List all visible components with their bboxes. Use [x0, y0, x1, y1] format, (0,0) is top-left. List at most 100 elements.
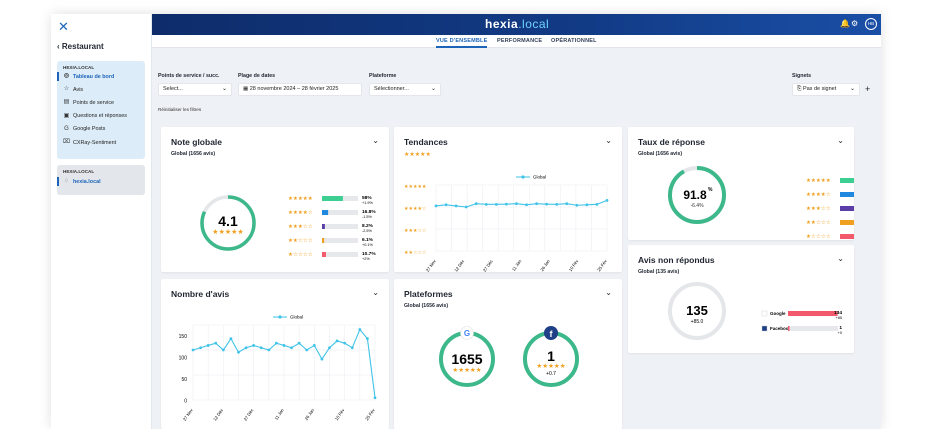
data-point [434, 204, 438, 208]
data-point [191, 348, 195, 352]
row-bar-fill [322, 196, 343, 201]
row-bar-track [322, 224, 358, 229]
tab-overview[interactable]: VUE D'ENSEMBLE [436, 38, 488, 48]
response-rate-card: Taux de réponse Global (1656 avis) ⌄ 91.… [628, 127, 854, 240]
data-point [605, 199, 609, 202]
logo-sub: .local [518, 17, 550, 31]
row-bar-fill [322, 252, 326, 257]
top-bar: hexia.local 🔔 ⚙ HB [152, 14, 881, 35]
sidebar-item-avis[interactable]: ☆ Avis [57, 83, 145, 96]
x-tick-label: 27 Nov [425, 258, 437, 272]
chevron-down-icon: ⌄ [430, 86, 436, 92]
row-bar-fill [322, 238, 325, 243]
row-bar-fill [322, 224, 325, 229]
sidebar-group: HEXIA.LOCAL ◎ Tableau de bord ☆ Avis ▤ Points… [57, 61, 145, 159]
row-bar-track [322, 252, 358, 257]
card-subtitle: Global (135 avis) [638, 269, 680, 275]
pos-select[interactable]: Select... ⌄ [158, 83, 232, 96]
row-pct: 58% [362, 195, 372, 201]
reviews-icon: ◌ [64, 178, 69, 185]
avatar[interactable]: HB [865, 18, 877, 30]
row-bar-track [788, 326, 838, 331]
dashboard-icon: ◎ [63, 73, 70, 80]
chevron-down-icon[interactable]: ⌄ [605, 288, 612, 297]
date-label: Plage de dates [238, 73, 276, 79]
add-bookmark-button[interactable]: + [865, 84, 871, 94]
x-tick-label: 27 Déc [243, 407, 255, 422]
y-tick-label: ★★★★☆ [404, 206, 427, 212]
tab-operational[interactable]: OPÉRATIONNEL [551, 38, 597, 44]
tab-performance[interactable]: PERFORMANCE [497, 38, 543, 44]
platforms-graphic: G 1655 ★★★★★ f 1 ★★★★★ +0.7 [439, 326, 579, 387]
data-point [214, 341, 218, 345]
y-tick-label: ★★★☆☆ [404, 228, 427, 234]
sidebar-item-questions-et-r-ponses[interactable]: ▣ Questions et réponses [57, 110, 145, 123]
legend-label: Global [533, 175, 546, 180]
sidebar-item-tableau-de-bord[interactable]: ◎ Tableau de bord [57, 70, 145, 83]
row-bar-fill [840, 192, 854, 197]
unanswered-graphic: 135 +85.0 Google 134+85 Facebook 1+0 [668, 282, 842, 340]
row-stars: ★★★☆☆ [288, 223, 313, 230]
card-subtitle: Global (1656 avis) [404, 303, 449, 309]
star-icon: ☆ [63, 86, 70, 93]
data-point [350, 346, 354, 350]
data-point [366, 337, 369, 341]
data-point [206, 344, 210, 347]
chevron-down-icon[interactable]: ⌄ [605, 136, 612, 145]
legend-label: Global [290, 315, 303, 320]
row-pct: 8.2% [362, 223, 374, 229]
gear-icon[interactable]: ⚙ [851, 19, 859, 28]
row-delta: -2.5% [362, 229, 373, 233]
google-icon [761, 310, 768, 317]
y-tick-label: 50 [181, 377, 187, 383]
x-tick-label: 25 Fév [596, 258, 608, 272]
data-point [282, 344, 286, 347]
data-point [555, 202, 559, 206]
platform-select[interactable]: Sélectionner... ⌄ [369, 83, 441, 96]
store-icon: ▤ [63, 99, 70, 106]
google-icon: G [64, 125, 69, 132]
x-tick-label: 11 Jan [511, 258, 523, 272]
note-graphic: 4.1 ★★★★★ ★★★★★ 58%+1.9% ★★★★☆ 16.8%-1.5% ★★… [200, 195, 376, 261]
reset-filters-link[interactable]: Réinitialiser les filtres [158, 107, 202, 112]
back-restaurant[interactable]: ‹ Restaurant [57, 42, 104, 51]
bell-icon[interactable]: 🔔 [840, 19, 850, 28]
bookmark-select[interactable]: ⎘ Pas de signet ⌄ [792, 83, 860, 96]
facebook-glyph: f [550, 329, 554, 339]
platform-label: Plateforme [369, 73, 397, 79]
platform-value: Sélectionner... [374, 86, 409, 92]
close-icon[interactable]: ✕ [58, 19, 69, 34]
sidebar-item-points-de-service[interactable]: ▤ Points de service [57, 96, 145, 109]
chevron-down-icon[interactable]: ⌄ [372, 136, 379, 145]
row-bar-track [322, 238, 358, 243]
date-picker[interactable]: ▦ 28 novembre 2024 – 28 février 2025 [238, 83, 362, 96]
data-point [199, 346, 202, 350]
facebook-icon [761, 325, 768, 332]
chevron-down-icon[interactable]: ⌄ [837, 136, 844, 145]
sidebar-item-cxray-sentiment[interactable]: ⌧ CXRay-Sentiment [57, 136, 145, 149]
y-tick-label: 100 [179, 356, 188, 362]
row-value: 1 [839, 325, 842, 331]
row-delta: +85 [836, 316, 842, 320]
y-tick-label: 150 [179, 334, 188, 340]
sidebar-item-hexia[interactable]: ◌ hexia.local [57, 175, 145, 188]
chevron-down-icon[interactable]: ⌄ [372, 288, 379, 297]
sidebar-item-label: Points de service [73, 99, 115, 106]
row-stars: ★★★☆☆ [806, 205, 831, 212]
chevron-down-icon[interactable]: ⌄ [837, 254, 844, 263]
data-point [464, 205, 468, 209]
gauge-arc [668, 166, 726, 224]
data-point [290, 346, 293, 350]
data-point [343, 341, 347, 345]
data-point [328, 346, 331, 350]
facebook-delta: +0.7 [546, 371, 556, 377]
card-subtitle: Global (1656 avis) [171, 151, 216, 157]
sidebar-item-google-posts[interactable]: G Google Posts [57, 123, 145, 136]
x-tick-label: 10 Fév [568, 258, 580, 272]
bookmark-icon: ⎘ [797, 86, 803, 92]
series-line [435, 199, 608, 208]
card-title: Avis non répondus [638, 255, 715, 265]
row-stars: ★★★★★ [288, 195, 313, 202]
response-delta: -6.4% [690, 203, 704, 209]
row-stars: ★☆☆☆☆ [288, 251, 313, 258]
